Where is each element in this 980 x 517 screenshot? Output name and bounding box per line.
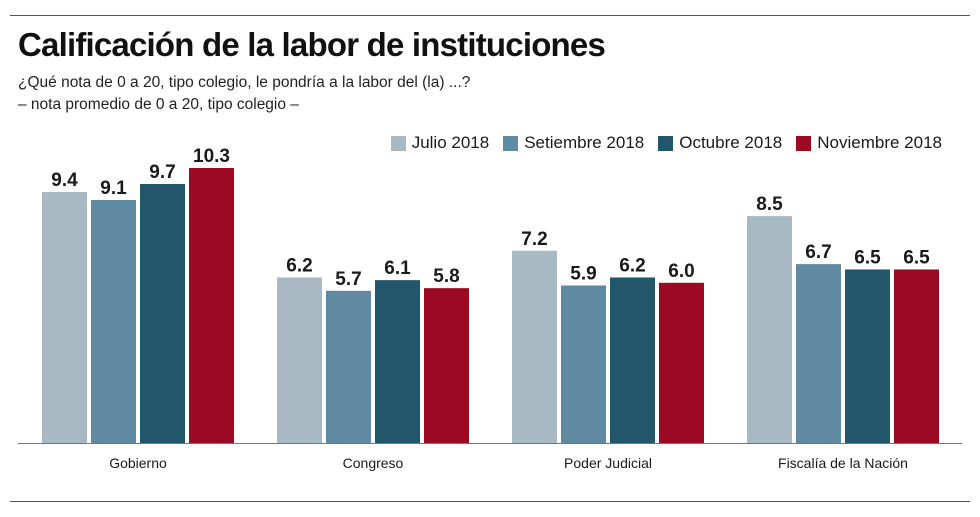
chart-subtitle: ¿Qué nota de 0 a 20, tipo colegio, le po… (18, 74, 471, 91)
data-label: 5.9 (570, 263, 596, 284)
legend-item-julio-2018: Julio 2018 (390, 133, 490, 153)
bar-poder-judicial-series-1 (561, 285, 606, 443)
data-label: 6.2 (286, 255, 312, 276)
category-label: Gobierno (109, 455, 167, 471)
data-label: 6.7 (805, 242, 831, 263)
bar-fiscalía-de-la-nación-series-1 (796, 264, 841, 443)
legend-swatch (390, 135, 406, 151)
bar-fiscalía-de-la-nación-series-3 (894, 269, 939, 443)
data-label: 5.7 (335, 269, 361, 290)
bar-gobierno-series-0 (42, 192, 87, 443)
data-label: 5.8 (433, 266, 459, 287)
data-label: 10.3 (193, 146, 230, 167)
legend-item-noviembre-2018: Noviembre 2018 (796, 133, 942, 153)
legend-swatch (796, 135, 812, 151)
bar-congreso-series-0 (277, 277, 322, 443)
legend-swatch (503, 135, 519, 151)
data-label: 6.0 (668, 261, 694, 282)
bar-fiscalía-de-la-nación-series-2 (845, 269, 890, 443)
data-label: 7.2 (521, 229, 547, 250)
data-label: 8.5 (756, 194, 783, 215)
data-label: 6.1 (384, 258, 411, 279)
chart-note: – nota promedio de 0 a 20, tipo colegio … (18, 96, 299, 113)
bar-congreso-series-3 (424, 288, 469, 443)
bar-congreso-series-1 (326, 290, 371, 443)
category-label: Congreso (343, 455, 404, 471)
category-label: Poder Judicial (564, 455, 652, 471)
top-rule (10, 15, 970, 16)
data-label: 9.1 (100, 178, 127, 199)
legend-label: Octubre 2018 (679, 133, 783, 152)
legend-label: Julio 2018 (411, 133, 490, 152)
bottom-rule (10, 501, 970, 502)
bar-poder-judicial-series-0 (512, 250, 557, 443)
legend: Julio 2018 Setiembre 2018 Octubre 2018 N… (390, 133, 942, 153)
bar-gobierno-series-2 (140, 184, 185, 444)
bar-poder-judicial-series-2 (610, 277, 655, 443)
bar-fiscalía-de-la-nación-series-0 (747, 216, 792, 443)
data-label: 6.2 (619, 255, 645, 276)
legend-label: Setiembre 2018 (524, 133, 645, 152)
bar-gobierno-series-3 (189, 168, 234, 443)
legend-item-octubre-2018: Octubre 2018 (658, 133, 782, 153)
data-label: 9.7 (149, 162, 175, 183)
bar-gobierno-series-1 (91, 200, 136, 443)
data-label: 6.5 (903, 247, 930, 268)
bar-congreso-series-2 (375, 280, 420, 443)
legend-label: Noviembre 2018 (817, 133, 942, 152)
bar-poder-judicial-series-3 (659, 282, 704, 443)
data-label: 9.4 (51, 170, 78, 191)
legend-item-setiembre-2018: Setiembre 2018 (503, 133, 644, 153)
legend-swatch (658, 135, 674, 151)
chart-title: Calificación de la labor de institucione… (18, 26, 606, 63)
data-label: 6.5 (854, 247, 881, 268)
category-label: Fiscalía de la Nación (778, 455, 908, 471)
